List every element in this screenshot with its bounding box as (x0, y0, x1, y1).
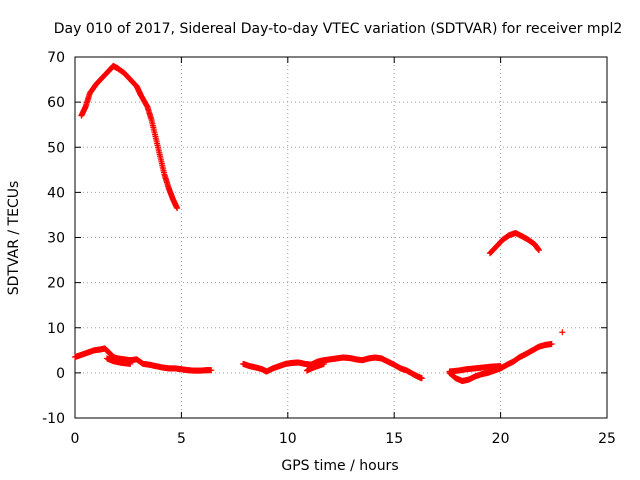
data-point (320, 360, 327, 367)
data-point (548, 340, 555, 347)
data-point (127, 360, 134, 367)
y-tick-label: 30 (47, 231, 65, 247)
y-tick-label: 60 (47, 95, 65, 111)
data-point (559, 329, 566, 336)
chart-title: Day 010 of 2017, Sidereal Day-to-day VTE… (54, 21, 623, 37)
y-axis-label: SDTVAR / TECUs (6, 181, 22, 296)
y-tick-label: 40 (47, 185, 65, 201)
y-tick-label: 0 (56, 366, 65, 382)
y-tick-label: 20 (47, 276, 65, 292)
x-tick-label: 15 (385, 431, 403, 447)
data-points (72, 63, 566, 384)
x-tick-label: 25 (598, 431, 616, 447)
grid-lines (75, 57, 607, 418)
y-axis-ticks: -10 0 10 20 30 40 50 60 70 (42, 50, 607, 427)
x-tick-label: 5 (177, 431, 186, 447)
data-point (418, 375, 425, 382)
x-axis-label: GPS time / hours (281, 458, 398, 474)
y-tick-label: 10 (47, 321, 65, 337)
y-tick-label: 50 (47, 140, 65, 156)
x-tick-label: 20 (492, 431, 510, 447)
x-tick-label: 0 (71, 431, 80, 447)
y-tick-label: -10 (42, 411, 65, 427)
data-point (535, 247, 542, 254)
data-point (497, 363, 504, 370)
data-point (208, 367, 215, 374)
x-tick-label: 10 (279, 431, 297, 447)
data-point (174, 205, 181, 212)
x-axis-ticks: 0 5 10 15 20 25 (71, 57, 616, 447)
y-tick-label: 70 (47, 50, 65, 66)
